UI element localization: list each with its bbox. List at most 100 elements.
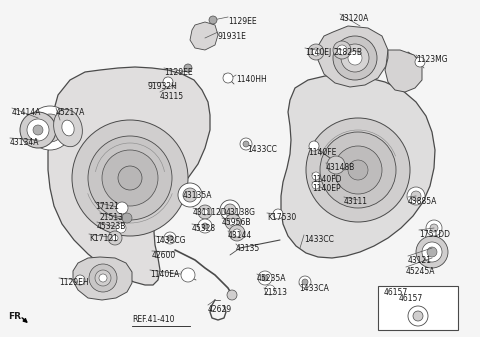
- Text: 1129EE: 1129EE: [164, 68, 192, 77]
- Circle shape: [108, 231, 122, 245]
- Circle shape: [227, 290, 237, 300]
- Circle shape: [20, 112, 56, 148]
- Ellipse shape: [62, 120, 74, 136]
- Circle shape: [198, 205, 212, 219]
- Polygon shape: [318, 26, 388, 87]
- Circle shape: [224, 204, 236, 216]
- Circle shape: [89, 264, 117, 292]
- Text: 43885A: 43885A: [408, 197, 437, 206]
- Text: 1433CC: 1433CC: [247, 145, 277, 154]
- Circle shape: [302, 279, 308, 285]
- Circle shape: [167, 235, 173, 241]
- Text: REF.41-410: REF.41-410: [132, 315, 175, 324]
- Circle shape: [75, 275, 85, 285]
- Polygon shape: [385, 50, 422, 92]
- Circle shape: [312, 48, 320, 56]
- Text: K17121: K17121: [89, 234, 118, 243]
- Text: 45235A: 45235A: [257, 274, 287, 283]
- Text: 43121: 43121: [408, 256, 432, 265]
- Text: 45245A: 45245A: [406, 267, 435, 276]
- Circle shape: [312, 172, 320, 180]
- Circle shape: [265, 285, 275, 295]
- Text: 1433CG: 1433CG: [155, 236, 185, 245]
- Circle shape: [408, 306, 428, 326]
- Text: 43144: 43144: [228, 231, 252, 240]
- Circle shape: [427, 247, 437, 257]
- Circle shape: [258, 271, 272, 285]
- Text: 1129EE: 1129EE: [228, 17, 257, 26]
- Circle shape: [334, 146, 382, 194]
- Text: 1129EH: 1129EH: [59, 278, 89, 287]
- Text: 91931E: 91931E: [218, 32, 247, 41]
- Text: 42629: 42629: [208, 305, 232, 314]
- Text: 1433CC: 1433CC: [304, 235, 334, 244]
- Text: 43115: 43115: [160, 92, 184, 101]
- Circle shape: [243, 141, 249, 147]
- Circle shape: [411, 191, 421, 201]
- Text: 41414A: 41414A: [12, 108, 41, 117]
- Circle shape: [320, 132, 396, 208]
- Text: 91932H: 91932H: [148, 82, 178, 91]
- Circle shape: [312, 181, 320, 189]
- Text: 45323B: 45323B: [97, 222, 126, 231]
- Text: 1123MG: 1123MG: [416, 55, 448, 64]
- Circle shape: [240, 138, 252, 150]
- Circle shape: [95, 270, 111, 286]
- Circle shape: [198, 219, 212, 233]
- Text: 45217A: 45217A: [56, 108, 85, 117]
- Circle shape: [299, 276, 311, 288]
- Circle shape: [202, 209, 208, 215]
- Text: 1140FD: 1140FD: [312, 175, 341, 184]
- Circle shape: [229, 225, 245, 241]
- Circle shape: [407, 187, 425, 205]
- Text: K17530: K17530: [267, 213, 296, 222]
- Text: FR.: FR.: [8, 312, 24, 321]
- Polygon shape: [73, 257, 132, 300]
- Text: 1140FE: 1140FE: [308, 148, 336, 157]
- Text: 1140EJ: 1140EJ: [305, 48, 331, 57]
- Circle shape: [118, 166, 142, 190]
- Text: 43135A: 43135A: [183, 191, 213, 200]
- Circle shape: [273, 209, 283, 219]
- Circle shape: [88, 136, 172, 220]
- Circle shape: [183, 188, 197, 202]
- Text: 45956B: 45956B: [222, 218, 252, 227]
- Text: 1140HH: 1140HH: [236, 75, 267, 84]
- Circle shape: [36, 114, 64, 142]
- Circle shape: [422, 242, 442, 262]
- Polygon shape: [48, 67, 210, 285]
- Circle shape: [223, 73, 233, 83]
- Circle shape: [28, 106, 72, 150]
- Text: 46157: 46157: [384, 288, 408, 297]
- Circle shape: [262, 275, 268, 281]
- Circle shape: [163, 77, 173, 87]
- Circle shape: [229, 218, 237, 226]
- Circle shape: [43, 121, 57, 135]
- Circle shape: [309, 141, 319, 151]
- Circle shape: [337, 45, 347, 55]
- Text: 21513: 21513: [100, 213, 124, 222]
- Bar: [378, 286, 458, 330]
- Circle shape: [341, 44, 369, 72]
- Circle shape: [99, 274, 107, 282]
- Circle shape: [112, 235, 118, 241]
- Text: 1751DD: 1751DD: [419, 230, 450, 239]
- Circle shape: [306, 118, 410, 222]
- Text: 45328: 45328: [192, 224, 216, 233]
- Circle shape: [416, 236, 448, 268]
- Circle shape: [233, 229, 241, 237]
- Circle shape: [184, 64, 192, 72]
- Circle shape: [333, 41, 351, 59]
- Text: 431112D: 431112D: [193, 208, 228, 217]
- Circle shape: [333, 36, 377, 80]
- Circle shape: [413, 311, 423, 321]
- Polygon shape: [190, 22, 218, 50]
- Polygon shape: [281, 75, 435, 258]
- Circle shape: [426, 220, 442, 236]
- Circle shape: [116, 202, 128, 214]
- Circle shape: [348, 160, 368, 180]
- Text: 43111: 43111: [344, 197, 368, 206]
- Circle shape: [430, 224, 438, 232]
- Circle shape: [209, 16, 217, 24]
- Text: 46157: 46157: [399, 294, 423, 303]
